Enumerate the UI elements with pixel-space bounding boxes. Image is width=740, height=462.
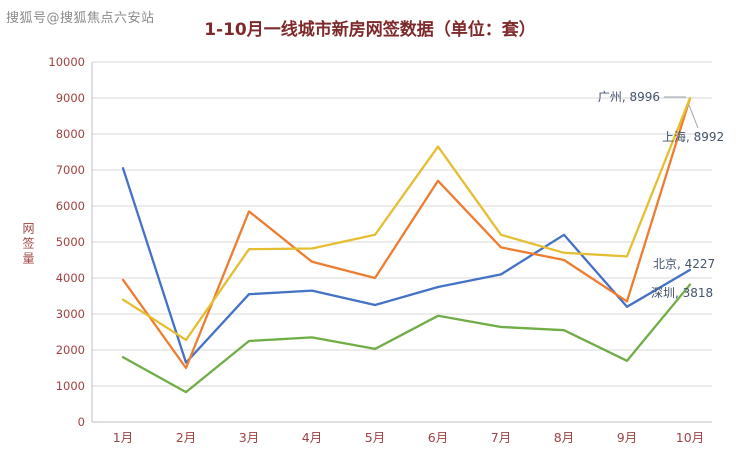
series-line-北京: [121, 167, 692, 364]
x-tick-label: 8月: [554, 430, 574, 445]
y-tick-label: 6000: [56, 199, 85, 213]
watermark: 搜狐号@搜狐焦点六安站: [6, 11, 155, 26]
y-tick-label: 4000: [56, 271, 85, 285]
series-line-上海: [121, 97, 692, 370]
annotation-leader-line: [688, 104, 699, 129]
series-line-广州: [121, 96, 692, 342]
y-axis-title: 网签量: [21, 222, 35, 267]
data-label: 广州, 8996: [598, 90, 660, 104]
x-tick-label: 5月: [365, 430, 385, 445]
y-tick-label: 10000: [48, 55, 85, 69]
y-tick-label: 5000: [56, 235, 85, 249]
x-tick-label: 1月: [113, 430, 133, 445]
y-tick-label: 8000: [56, 127, 85, 141]
x-tick-label: 9月: [617, 430, 637, 445]
y-tick-label: 7000: [56, 163, 85, 177]
x-tick-label: 6月: [428, 430, 448, 445]
x-tick-label: 10月: [676, 430, 704, 445]
x-tick-label: 4月: [302, 430, 322, 445]
y-tick-label: 3000: [56, 307, 85, 321]
y-tick-label: 2000: [56, 343, 85, 357]
series-line-深圳: [121, 283, 692, 394]
x-tick-label: 3月: [239, 430, 259, 445]
data-label: 北京, 4227: [653, 257, 715, 271]
y-tick-label: 0: [78, 415, 85, 429]
x-tick-label: 2月: [176, 430, 196, 445]
data-label: 上海, 8992: [662, 129, 724, 144]
x-tick-label: 7月: [491, 430, 511, 445]
y-tick-label: 9000: [56, 91, 85, 105]
data-label: 深圳, 3818: [651, 286, 713, 300]
y-tick-label: 1000: [56, 379, 85, 393]
chart-title: 1-10月一线城市新房网签数据（单位：套）: [204, 20, 536, 40]
